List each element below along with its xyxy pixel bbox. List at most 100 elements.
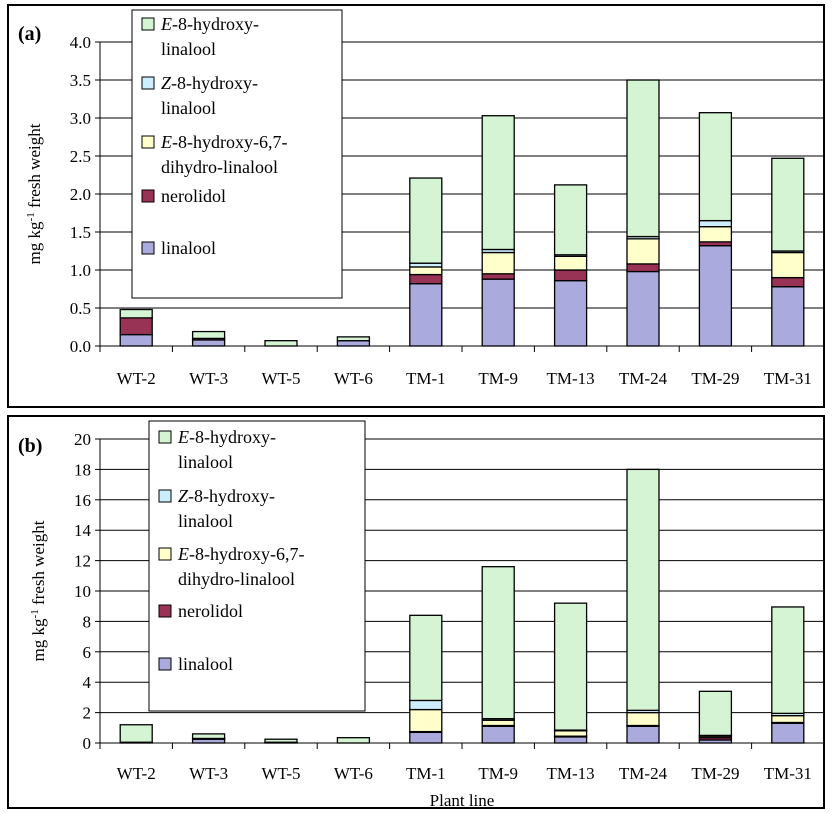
bar-segment xyxy=(409,731,443,744)
legend-label: E-8-hydroxy-6,7- xyxy=(160,132,287,152)
legend-box xyxy=(131,9,343,299)
bar-segment xyxy=(626,725,660,744)
legend-swatch xyxy=(158,547,172,561)
bar-segment xyxy=(771,606,805,715)
bar-segment xyxy=(771,714,805,724)
bar-segment xyxy=(626,270,660,347)
y-axis-label: mg kg-1 fresh weight xyxy=(25,123,44,264)
legend-swatch xyxy=(141,189,155,203)
bar-segment xyxy=(264,738,298,743)
bar-segment xyxy=(626,79,660,238)
legend-label: linalool xyxy=(161,98,216,118)
x-tick-label: WT-5 xyxy=(261,764,300,783)
legend-swatch xyxy=(158,657,172,671)
legend-label: linalool xyxy=(161,238,216,258)
y-tick-label: 0.0 xyxy=(70,337,91,356)
bar-segment xyxy=(191,339,226,347)
bar-segment xyxy=(553,184,588,256)
bar-segment xyxy=(698,219,733,228)
legend: E-8-hydroxy-linalool Z-8-hydroxy-linalool… xyxy=(148,420,366,712)
bar-segment xyxy=(626,711,660,727)
y-tick-label: 0 xyxy=(83,734,92,753)
bar-segment xyxy=(481,719,515,727)
x-tick-label: TM-24 xyxy=(619,369,668,388)
panel-frame xyxy=(7,4,825,408)
bar-segment xyxy=(119,308,153,319)
y-tick-label: 4.0 xyxy=(70,33,91,52)
bar-segment xyxy=(336,336,371,342)
bar-segment xyxy=(553,255,588,271)
legend-swatch xyxy=(141,76,155,90)
bar-segment xyxy=(409,266,443,276)
panel-frame xyxy=(7,415,825,809)
bar-segment xyxy=(191,330,226,340)
x-tick-label: TM-31 xyxy=(764,764,812,783)
chart-panel-2: 0 2 4 6 8 10 12 14 16 18 20 WT-2 WT-3 WT-5 WT-6 TM-1 TM-… xyxy=(7,415,825,810)
x-tick-label: WT-2 xyxy=(117,764,156,783)
bar-segment xyxy=(481,273,515,280)
legend-label: linalool xyxy=(178,654,233,674)
bar-segment xyxy=(553,730,588,737)
bar-segment xyxy=(264,340,298,347)
y-tick-label: 10 xyxy=(74,582,91,601)
bar-segment xyxy=(119,333,153,347)
legend-label: dihydro-linalool xyxy=(161,157,278,177)
x-tick-label: TM-29 xyxy=(691,369,739,388)
bar-segment xyxy=(698,245,733,347)
bar-segment xyxy=(553,736,588,744)
y-axis-label: mg kg-1 fresh weight xyxy=(29,520,48,661)
legend-label: nerolidol xyxy=(178,601,243,621)
bar-segment xyxy=(771,251,805,279)
y-tick-label: 2.5 xyxy=(70,147,91,166)
bar-segment xyxy=(409,177,443,264)
bar-segment xyxy=(409,699,443,711)
x-tick-label: TM-29 xyxy=(691,764,739,783)
bar-segment xyxy=(409,283,443,347)
panel-label: (b) xyxy=(18,435,42,457)
x-tick-label: TM-1 xyxy=(406,764,446,783)
bar-segment xyxy=(481,566,515,720)
bar-segment xyxy=(771,157,805,252)
bar-segment xyxy=(119,317,153,336)
bar-segment xyxy=(409,708,443,733)
x-tick-label: TM-9 xyxy=(478,764,518,783)
bar-segment xyxy=(698,112,733,222)
bar-segment xyxy=(336,340,371,347)
bar-segment xyxy=(481,115,515,251)
legend-label: linalool xyxy=(178,511,233,531)
legend-swatch xyxy=(158,430,172,444)
y-tick-label: 3.0 xyxy=(70,109,91,128)
y-tick-label: 8 xyxy=(83,612,92,631)
y-tick-label: 2.0 xyxy=(70,185,91,204)
bar-segment xyxy=(119,724,153,743)
legend-swatch xyxy=(158,489,172,503)
x-tick-label: TM-24 xyxy=(619,764,668,783)
y-tick-label: 1.5 xyxy=(70,223,91,242)
bar-segment xyxy=(336,737,371,744)
legend-label: nerolidol xyxy=(161,186,226,206)
legend-label: E-8-hydroxy- xyxy=(177,427,276,447)
bar-segment xyxy=(481,725,515,744)
legend-label: Z-8-hydroxy- xyxy=(178,486,275,506)
bar-segment xyxy=(481,278,515,347)
x-tick-label: WT-5 xyxy=(261,369,300,388)
bar-segment xyxy=(771,286,805,347)
legend-box xyxy=(148,420,366,712)
x-tick-label: WT-6 xyxy=(334,764,373,783)
bar-segment xyxy=(191,733,226,740)
x-axis-label: Plant line xyxy=(430,791,495,810)
y-tick-label: 14 xyxy=(74,521,92,540)
bar-segment xyxy=(771,722,805,744)
legend-swatch xyxy=(141,135,155,149)
legend-label: E-8-hydroxy-6,7- xyxy=(177,544,304,564)
y-tick-label: 3.5 xyxy=(70,71,91,90)
legend-label: dihydro-linalool xyxy=(178,569,295,589)
x-tick-label: TM-31 xyxy=(764,369,812,388)
legend-label: linalool xyxy=(161,39,216,59)
legend-swatch xyxy=(141,17,155,31)
chart-panel-1: 0.0 0.5 1.0 1.5 2.0 2.5 3.0 3.5 4.0 WT-2 WT-3 WT-5 W… xyxy=(7,4,825,408)
x-tick-label: TM-9 xyxy=(478,369,518,388)
x-tick-label: WT-2 xyxy=(117,369,156,388)
bar-segment xyxy=(553,279,588,347)
bar-segment xyxy=(626,263,660,273)
